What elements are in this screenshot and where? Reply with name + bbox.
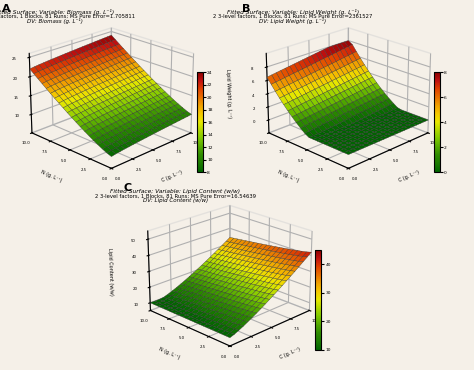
- Text: DV: Biomass (g. L⁻¹): DV: Biomass (g. L⁻¹): [27, 18, 82, 24]
- Y-axis label: N (g. L⁻¹): N (g. L⁻¹): [40, 169, 62, 183]
- Text: 2 3-level factors, 1 Blocks, 81 Runs; MS Pure Error=2361527: 2 3-level factors, 1 Blocks, 81 Runs; MS…: [213, 14, 373, 19]
- Text: Fitted Surface; Variable: Lipid Weight (g. L⁻¹): Fitted Surface; Variable: Lipid Weight (…: [227, 9, 359, 15]
- Y-axis label: N (g. L⁻¹): N (g. L⁻¹): [277, 169, 299, 183]
- Text: DV: Lipid Weight (g. L⁻¹): DV: Lipid Weight (g. L⁻¹): [259, 18, 327, 24]
- Y-axis label: N (g. L⁻¹): N (g. L⁻¹): [158, 347, 181, 360]
- Text: Fitted Surface; Variable: Biomass (g. L⁻¹): Fitted Surface; Variable: Biomass (g. L⁻…: [0, 9, 115, 15]
- X-axis label: C (g. L⁻¹): C (g. L⁻¹): [279, 347, 301, 360]
- Text: Fitted Surface; Variable: Lipid Content (w/w): Fitted Surface; Variable: Lipid Content …: [110, 189, 240, 194]
- Text: C: C: [123, 183, 131, 193]
- Text: 2 3-level factors, 1 Blocks, 81 Runs; MS Pure Error=1.705811: 2 3-level factors, 1 Blocks, 81 Runs; MS…: [0, 14, 135, 19]
- Text: DV: Lipid Content (w/w): DV: Lipid Content (w/w): [143, 198, 208, 203]
- X-axis label: C (g. L⁻¹): C (g. L⁻¹): [398, 169, 420, 183]
- Text: B: B: [242, 4, 250, 14]
- Text: 2 3-level factors, 1 Blocks, 81 Runs; MS Pure Error=16.54639: 2 3-level factors, 1 Blocks, 81 Runs; MS…: [95, 194, 256, 199]
- X-axis label: C (g. L⁻¹): C (g. L⁻¹): [161, 169, 183, 183]
- Text: A: A: [2, 4, 11, 14]
